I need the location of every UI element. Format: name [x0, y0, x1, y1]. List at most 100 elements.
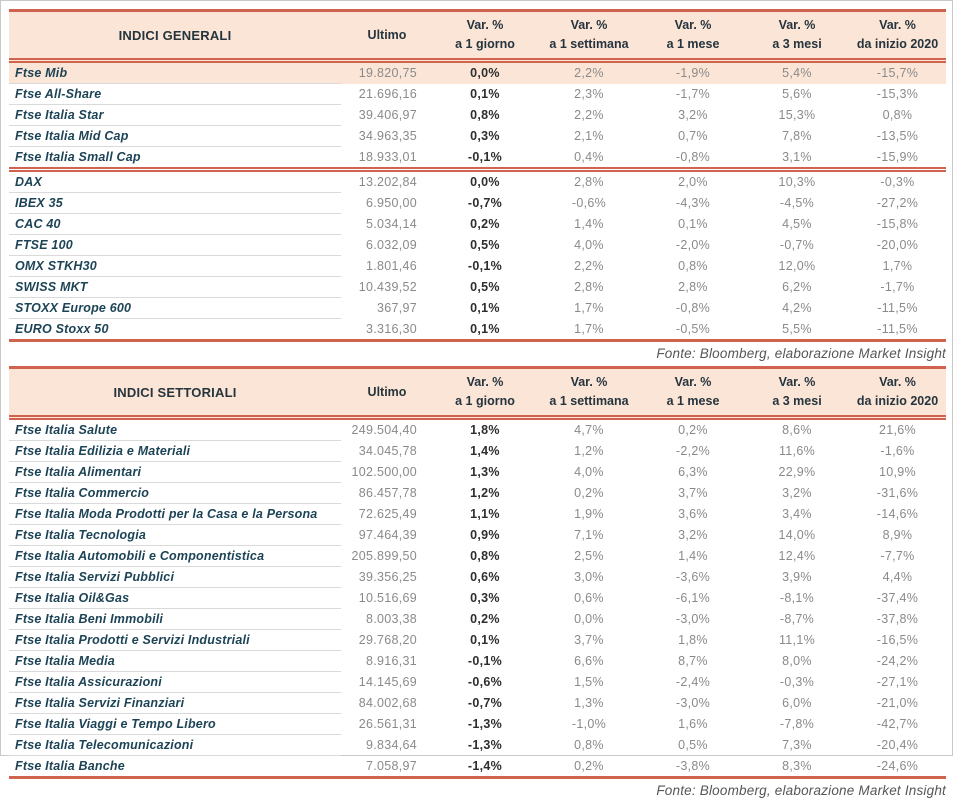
var-value-cell: 15,3% [778, 108, 816, 122]
var-value-cell: 4,0% [574, 465, 604, 479]
var-value-cell: 0,2% [470, 217, 500, 231]
ultimo-value-cell: 205.899,50 [351, 549, 417, 563]
var-value-cell: -16,5% [876, 633, 919, 647]
var-value-cell: 22,9% [778, 465, 816, 479]
period-label: a 3 mesi [772, 394, 822, 408]
ultimo-value-cell: 39.356,25 [358, 570, 417, 584]
index-name-cell: FTSE 100 [9, 234, 341, 256]
var-value-cell: 1,4% [574, 217, 604, 231]
var-value-cell: -4,5% [779, 196, 815, 210]
indici-generali-body: Ftse Mib 19.820,75 0,0% 2,2% -1,9% 5,4% -15,7%… [9, 60, 946, 342]
ultimo-value-cell: 10.516,69 [358, 591, 417, 605]
var-label: Var. % [778, 374, 816, 389]
var-label: Var. % [778, 17, 816, 32]
period-label: a 1 settimana [549, 37, 629, 51]
index-name-cell: Ftse Italia Servizi Pubblici [9, 566, 341, 588]
var-value-cell: 3,6% [678, 507, 708, 521]
var-value-cell: 1,8% [470, 423, 500, 438]
var-value-cell: 0,3% [470, 129, 500, 143]
index-name-cell: Ftse Italia Tecnologia [9, 524, 341, 546]
ultimo-value-cell: 97.464,39 [358, 528, 417, 542]
period-label: a 1 mese [666, 37, 720, 51]
var-value-cell: -0,7% [467, 696, 503, 710]
table-row: Ftse Italia Tecnologia 97.464,39 0,9% 7,1% 3… [9, 524, 946, 546]
ultimo-value-cell: 26.561,31 [358, 717, 417, 731]
var-value-cell: -13,5% [876, 129, 919, 143]
var-value-cell: 0,5% [470, 238, 500, 252]
table-row: Ftse Italia Assicurazioni 14.145,69 -0,6% 1… [9, 671, 946, 693]
table-row: OMX STKH30 1.801,46 -0,1% 2,2% 0,8% 12,0% 1,7% [9, 255, 946, 277]
var-value-cell: -24,6% [849, 755, 946, 779]
var-value-cell: -15,7% [849, 60, 946, 84]
var-value-cell: -21,0% [876, 696, 919, 710]
table-row: Ftse Italia Moda Prodotti per la Casa e … [9, 503, 946, 525]
table-row: Ftse Italia Alimentari 102.500,00 1,3% 4,0%… [9, 461, 946, 483]
index-name-cell: Ftse Italia Commercio [9, 482, 341, 504]
ultimo-value-cell: 9.834,64 [365, 738, 417, 752]
index-name-cell: Ftse Italia Automobili e Componentistica [9, 545, 341, 567]
var-value-cell: 3,2% [678, 108, 708, 122]
var-value-cell: 12,0% [778, 259, 816, 273]
var-value-cell: 2,5% [574, 549, 604, 563]
var-value-cell: -8,7% [779, 612, 815, 626]
var-value-cell: -6,1% [675, 591, 711, 605]
var-value-cell: -0,8% [675, 301, 711, 315]
column-header-ultimo: Ultimo [341, 9, 433, 63]
column-header-var-inizio-2020: Var. % da inizio 2020 [849, 9, 946, 63]
var-value-cell: 1,2% [470, 486, 500, 500]
var-value-cell: -3,0% [675, 612, 711, 626]
index-name-cell: Ftse Italia Salute [9, 417, 341, 441]
indici-generali-header-row: INDICI GENERALI Ultimo Var. % a 1 giorno … [9, 9, 946, 63]
var-value-cell: 0,0% [574, 612, 604, 626]
table-row: Ftse Italia Mid Cap 34.963,35 0,3% 2,1% 0,7%… [9, 125, 946, 147]
index-name-cell: Ftse Italia Star [9, 104, 341, 126]
var-value-cell: 3,2% [678, 528, 708, 542]
var-value-cell: -0,5% [641, 318, 745, 342]
indici-settoriali-header-row: INDICI SETTORIALI Ultimo Var. % a 1 giorn… [9, 366, 946, 420]
table-row: Ftse Italia Telecomunicazioni 9.834,64 -1,… [9, 734, 946, 756]
table-row: Ftse Italia Star 39.406,97 0,8% 2,2% 3,2% 15,… [9, 104, 946, 126]
var-value-cell: 14,0% [778, 528, 816, 542]
var-value-cell: 0,9% [470, 528, 500, 542]
var-value-cell: 0,8% [470, 108, 500, 122]
ultimo-value-cell: 19.820,75 [341, 60, 433, 84]
var-value-cell: 4,5% [782, 217, 812, 231]
var-value-cell: -27,1% [876, 675, 919, 689]
table-row: EURO Stoxx 50 3.316,30 0,1% 1,7% -0,5% 5,5% -1… [9, 318, 946, 342]
var-value-cell: 0,6% [470, 570, 500, 584]
var-value-cell: -1,4% [433, 755, 537, 779]
var-value-cell: -0,7% [467, 196, 503, 210]
var-value-cell: 1,9% [574, 507, 604, 521]
var-value-cell: -1,9% [641, 60, 745, 84]
var-value-cell: 0,2% [678, 423, 708, 438]
var-value-cell: 2,3% [574, 87, 604, 101]
var-value-cell: -31,6% [876, 486, 919, 500]
var-value-cell: 1,7% [574, 301, 604, 315]
var-value-cell: 2,0% [641, 167, 745, 193]
ultimo-value-cell: 18.933,01 [358, 149, 417, 164]
var-value-cell: -8,1% [779, 591, 815, 605]
ultimo-value-cell: 84.002,68 [358, 696, 417, 710]
var-value-cell: 7,3% [782, 738, 812, 752]
table-row: Ftse Italia Servizi Finanziari 84.002,68 -… [9, 692, 946, 714]
table-row: SWISS MKT 10.439,52 0,5% 2,8% 2,8% 6,2% -1,7% [9, 276, 946, 298]
table-row: Ftse All-Share 21.696,16 0,1% 2,3% -1,7% 5,6%… [9, 83, 946, 105]
var-value-cell: -11,5% [877, 301, 918, 315]
table-row: Ftse Italia Viaggi e Tempo Libero 26.561,… [9, 713, 946, 735]
period-label: a 1 giorno [455, 37, 515, 51]
var-value-cell: 3,7% [574, 633, 604, 647]
column-header-var-3-mesi: Var. % a 3 mesi [745, 366, 849, 420]
var-value-cell: 10,9% [879, 465, 916, 479]
var-value-cell: 0,1% [470, 301, 500, 315]
var-value-cell: -14,6% [876, 507, 919, 521]
ultimo-value-cell: 8.916,31 [365, 654, 417, 668]
period-label: a 1 mese [666, 394, 720, 408]
var-value-cell: -0,1% [467, 654, 503, 668]
var-value-cell: 1,7% [537, 318, 641, 342]
ultimo-value-cell: 3.316,30 [341, 318, 433, 342]
index-name-cell: IBEX 35 [9, 192, 341, 214]
var-value-cell: 3,1% [782, 149, 812, 164]
var-value-cell: 3,9% [782, 570, 812, 584]
period-label: a 1 settimana [549, 394, 629, 408]
ultimo-value-cell: 39.406,97 [358, 108, 417, 122]
